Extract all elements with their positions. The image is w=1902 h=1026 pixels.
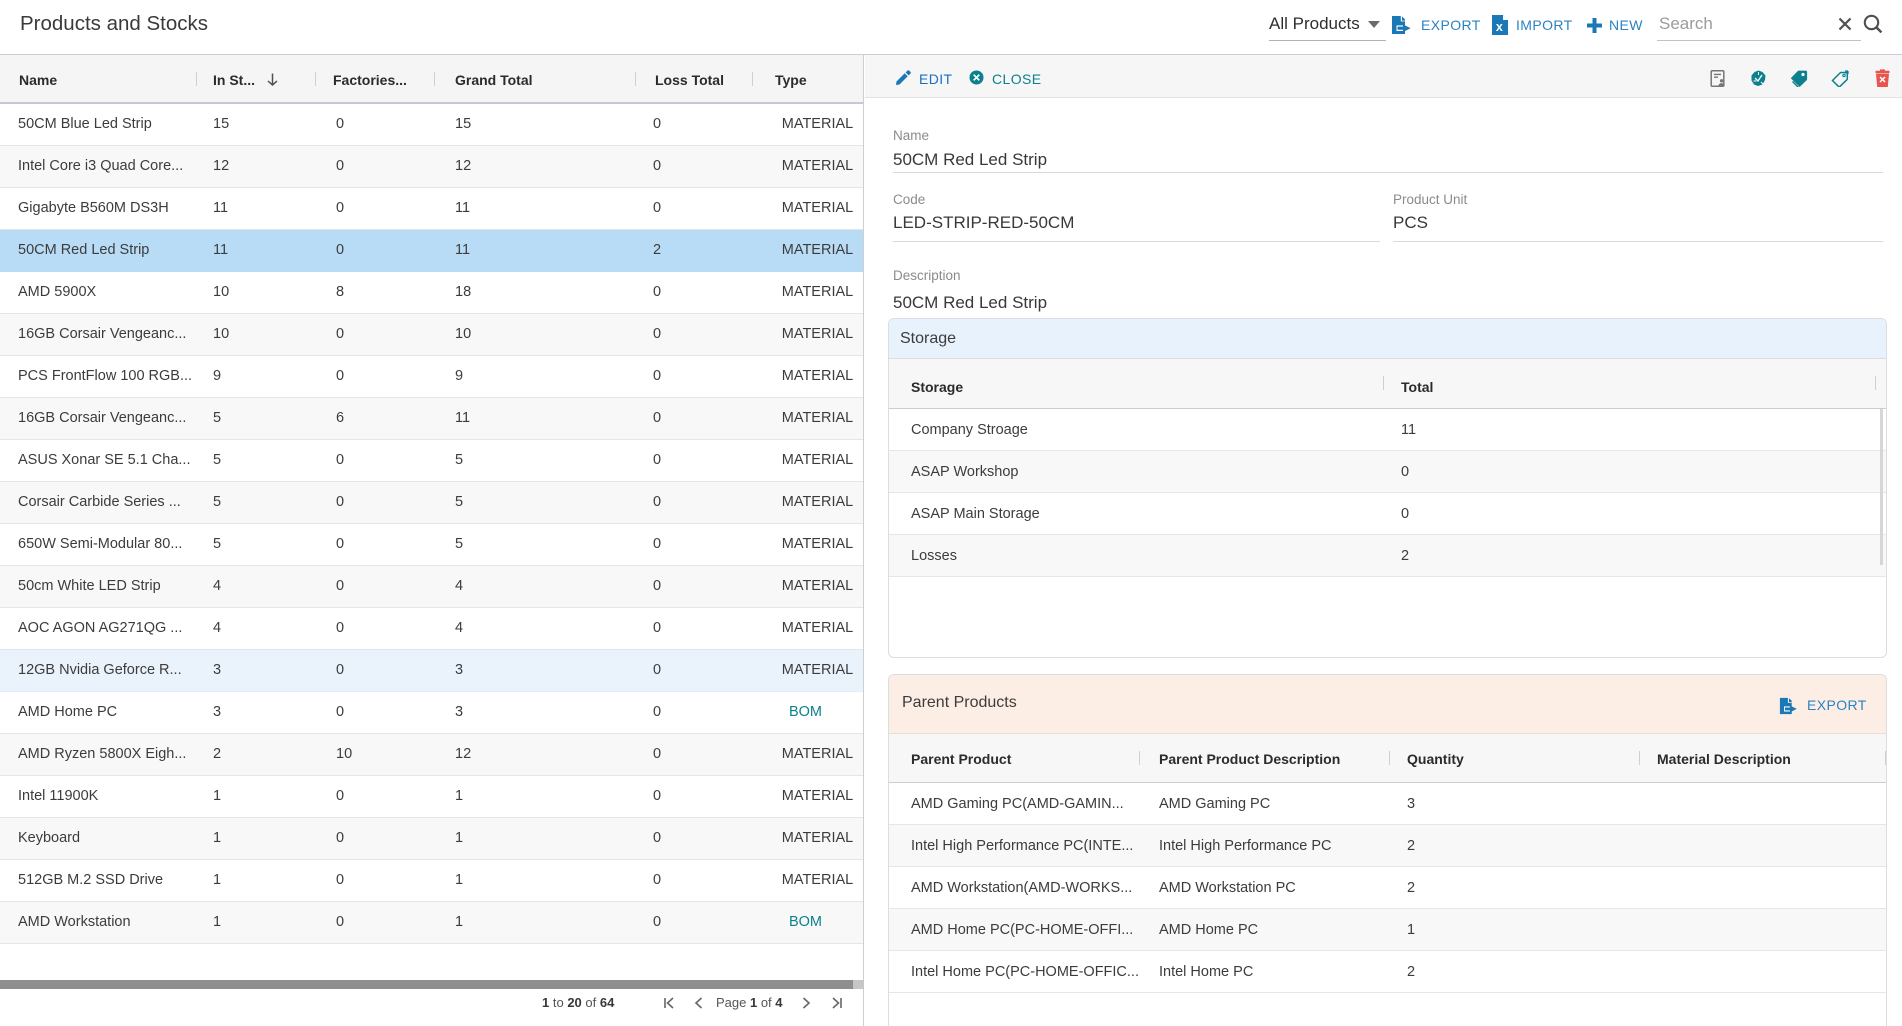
svg-text:x: x bbox=[1496, 20, 1503, 34]
